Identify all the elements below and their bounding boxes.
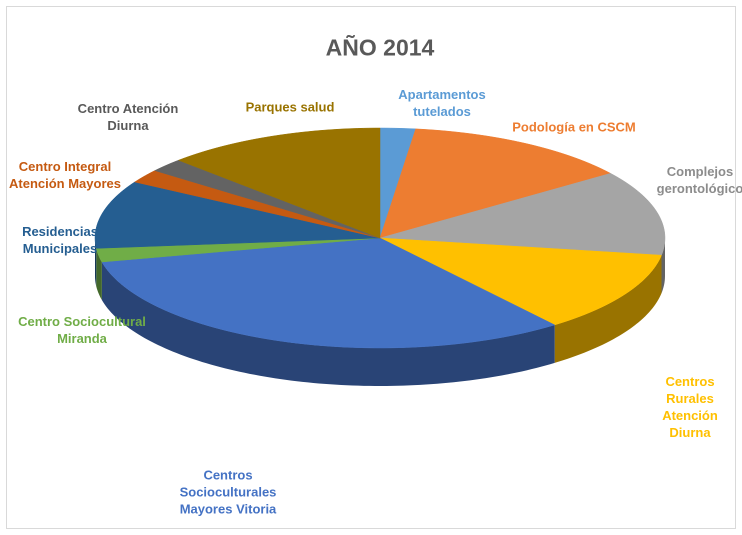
slice-label: Residencias Municipales: [22, 224, 98, 256]
slice: [177, 127, 381, 239]
slice-label: Podología en CSCM: [512, 119, 636, 135]
slice-label: Centro Atención Diurna: [77, 101, 179, 133]
slice: [94, 181, 381, 249]
slice: [379, 128, 612, 239]
slice-label: Apartamentos tutelados: [398, 87, 486, 119]
slice-label: Complejos gerontológico: [656, 164, 742, 196]
chart-title: AÑO 2014: [325, 34, 435, 61]
slice: [134, 170, 381, 239]
slice: [154, 159, 381, 239]
slice-side: [95, 238, 97, 287]
slice: [101, 237, 556, 349]
slice: [95, 237, 381, 263]
slice-side: [101, 261, 555, 386]
slice-label: Parques salud: [245, 99, 335, 115]
slice: [379, 173, 666, 256]
slice-label: Centro Sociocultural Miranda: [18, 314, 146, 346]
chart-frame: [6, 6, 736, 529]
slice-side: [96, 248, 102, 300]
slice-side: [554, 255, 662, 363]
slice-label: Centros Socioculturales Mayores Vitoria: [179, 467, 277, 517]
slice: [379, 237, 662, 326]
slice-label: Centros Rurales Atención Diurna: [662, 374, 718, 440]
slice-side: [661, 238, 665, 294]
slice-label: Centro Integral Atención Mayores: [9, 159, 121, 191]
